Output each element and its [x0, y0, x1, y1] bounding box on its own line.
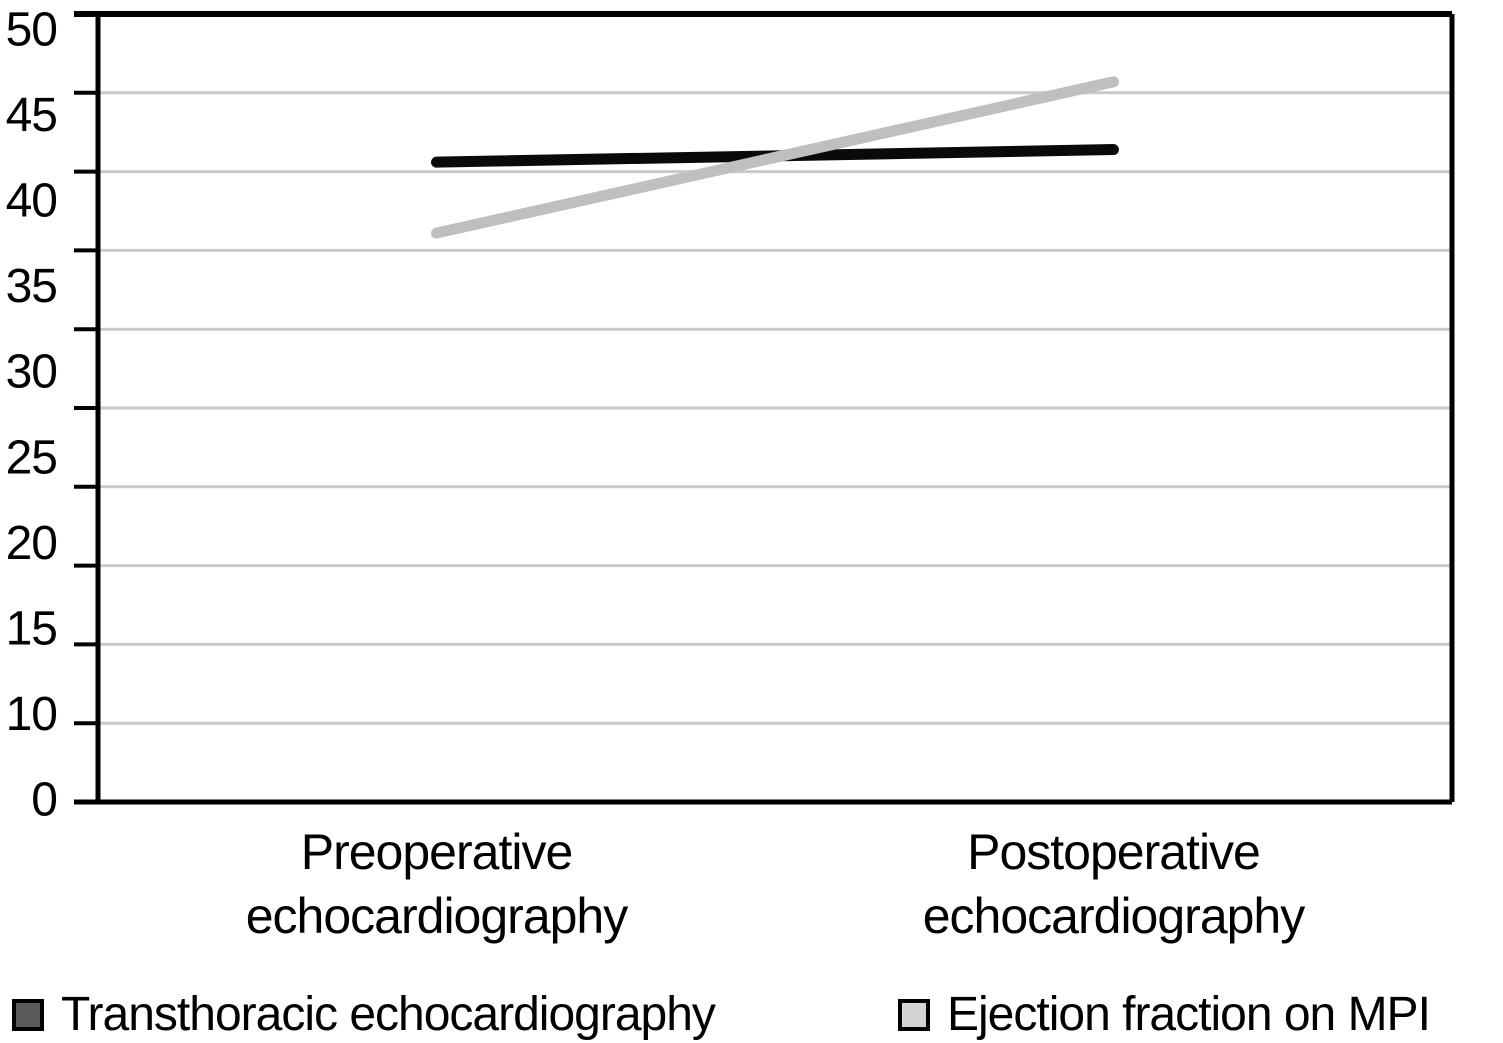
y-tick-label-25: 25	[6, 431, 57, 484]
y-tick-label-45: 45	[6, 89, 57, 142]
x-category-label-0-line1: Preoperative	[301, 824, 573, 880]
legend-label-ejection-fraction-mpi: Ejection fraction on MPI	[947, 988, 1431, 1041]
legend-item-transthoracic-echocardiography: Transthoracic echocardiography	[12, 991, 716, 1039]
legend-item-ejection-fraction-mpi: Ejection fraction on MPI	[898, 991, 1431, 1039]
legend-label-transthoracic-echocardiography: Transthoracic echocardiography	[61, 988, 716, 1041]
series-line-1	[431, 76, 1119, 239]
y-tick-label-20: 20	[6, 517, 57, 570]
y-tick-label-0: 0	[31, 774, 57, 827]
y-tick-label-15: 15	[6, 602, 57, 655]
y-tick-label-35: 35	[6, 260, 57, 313]
legend-swatch-dark-square	[12, 999, 44, 1031]
y-tick-label-40: 40	[6, 175, 57, 228]
x-category-label-1-line1: Postoperative	[967, 824, 1260, 880]
y-tick-label-10: 10	[6, 688, 57, 741]
x-category-label-0-line2: echocardiography	[246, 888, 628, 944]
y-tick-label-50: 50	[6, 4, 57, 57]
legend-swatch-light-square	[898, 999, 930, 1031]
y-tick-label-30: 30	[6, 346, 57, 399]
x-category-label-1-line2: echocardiography	[923, 888, 1305, 944]
